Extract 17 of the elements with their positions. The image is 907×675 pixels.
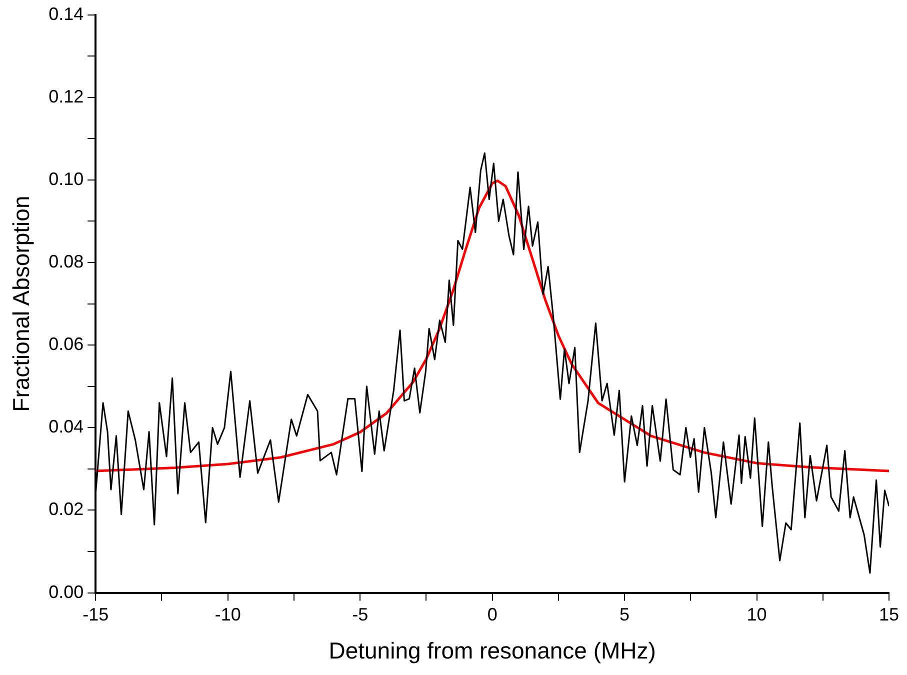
y-tick-label: 0.04 [48,416,84,437]
y-tick-label: 0.06 [48,334,84,354]
y-tick-label: 0.00 [48,582,84,602]
y-tick-label: 0.02 [48,499,84,520]
x-tick-label: -5 [352,604,368,625]
y-tick-label: 0.10 [48,168,84,189]
x-tick-label: 5 [620,604,630,625]
x-tick-label: 10 [746,604,767,625]
y-tick-label: 0.08 [48,251,84,272]
x-tick-label: 15 [878,604,900,625]
y-tick-label: 0.12 [48,86,84,106]
x-axis-title: Detuning from resonance (MHz) [328,638,656,664]
x-tick-label: -15 [82,604,109,625]
y-axis-title: Fractional Absorption [8,196,34,412]
x-tick-label: -10 [214,604,241,625]
y-tick-label: 0.14 [48,4,84,24]
x-tick-label: 0 [487,604,498,625]
